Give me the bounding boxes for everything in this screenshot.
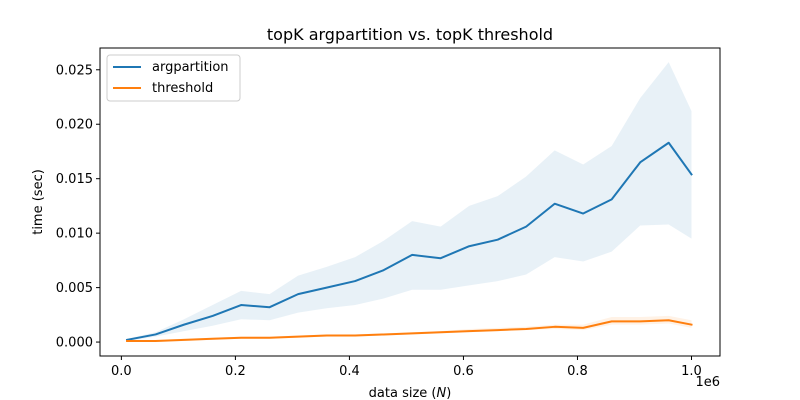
chart-title: topK argpartition vs. topK threshold: [267, 25, 553, 44]
legend: argpartition threshold: [106, 54, 241, 102]
y-tick-label: 0.010: [56, 227, 93, 242]
series-lines: [125, 141, 693, 342]
y-tick-label: 0.020: [56, 118, 93, 133]
plot-area-frame: [99, 47, 721, 357]
y-axis-label: time (sec): [31, 169, 46, 235]
series-line-threshold: [126, 319, 693, 342]
x-axis-offset-label: 1e6: [695, 375, 720, 390]
x-tick-label: 0.6: [453, 364, 474, 379]
legend-label-argpartition: argpartition: [152, 60, 229, 75]
confidence-band-argpartition: [127, 62, 692, 341]
x-axis-ticks: 0.0 0.2 0.4 0.6 0.8 1.0: [111, 356, 702, 379]
y-axis-ticks: 0.000 0.005 0.010 0.015 0.020 0.025: [56, 63, 100, 351]
x-axis-label: data size (N): [369, 386, 452, 400]
series-line-argpartition: [125, 141, 693, 342]
y-tick-label: 0.015: [56, 172, 93, 187]
y-tick-label: 0.000: [56, 336, 93, 351]
x-tick-label: 0.2: [225, 364, 246, 379]
legend-label-threshold: threshold: [152, 81, 213, 96]
x-tick-label: 0.4: [339, 364, 360, 379]
x-tick-label: 0.8: [567, 364, 588, 379]
y-tick-label: 0.025: [56, 63, 93, 78]
y-tick-label: 0.005: [56, 281, 93, 296]
x-tick-label: 1.0: [681, 364, 702, 379]
x-tick-label: 0.0: [111, 364, 132, 379]
